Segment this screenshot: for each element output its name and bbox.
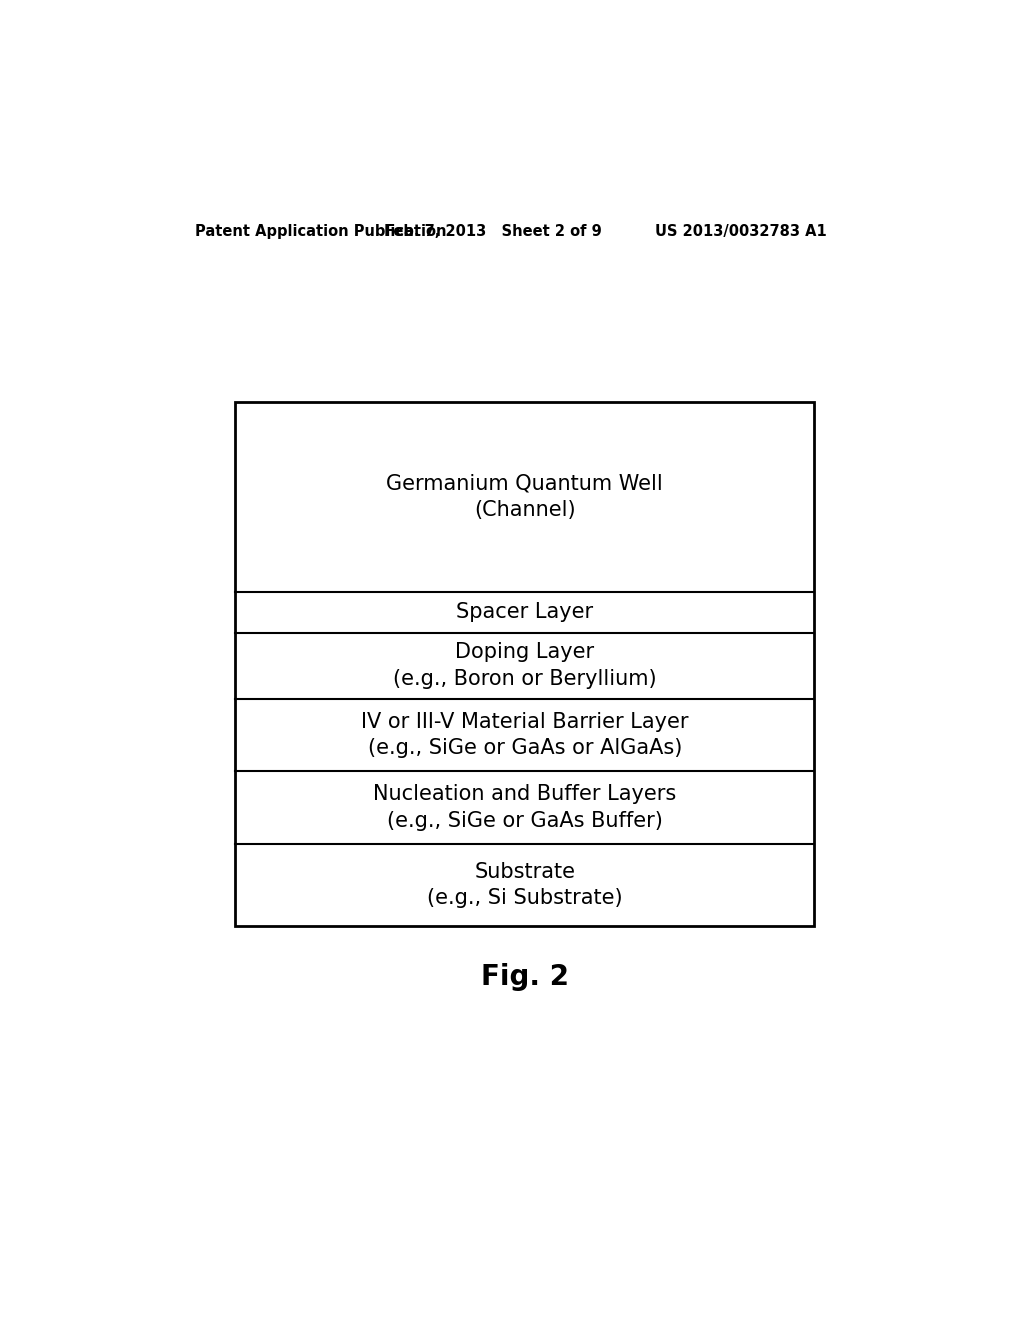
Text: IV or III-V Material Barrier Layer
(e.g., SiGe or GaAs or AlGaAs): IV or III-V Material Barrier Layer (e.g.… [361,711,688,758]
Text: Substrate
(e.g., Si Substrate): Substrate (e.g., Si Substrate) [427,862,623,908]
Text: Doping Layer
(e.g., Boron or Beryllium): Doping Layer (e.g., Boron or Beryllium) [393,643,656,689]
Text: Spacer Layer: Spacer Layer [457,602,593,622]
Text: Germanium Quantum Well
(Channel): Germanium Quantum Well (Channel) [386,474,664,520]
Text: Patent Application Publication: Patent Application Publication [196,224,446,239]
Text: Fig. 2: Fig. 2 [481,962,568,990]
Text: Feb. 7, 2013   Sheet 2 of 9: Feb. 7, 2013 Sheet 2 of 9 [384,224,602,239]
Text: US 2013/0032783 A1: US 2013/0032783 A1 [654,224,826,239]
Text: Nucleation and Buffer Layers
(e.g., SiGe or GaAs Buffer): Nucleation and Buffer Layers (e.g., SiGe… [373,784,677,830]
Bar [236,403,814,925]
